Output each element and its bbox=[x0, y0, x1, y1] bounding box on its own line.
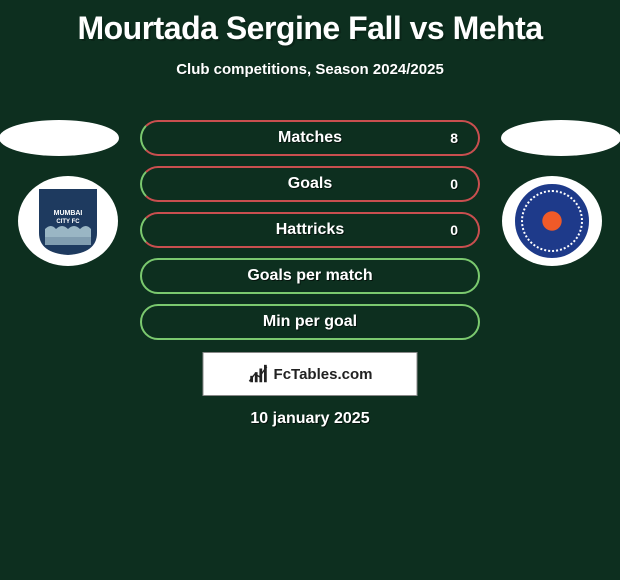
stat-row: Hattricks0 bbox=[140, 212, 480, 248]
svg-text:CITY FC: CITY FC bbox=[56, 219, 80, 225]
source-label: FcTables.com bbox=[274, 366, 373, 383]
bar-chart-icon bbox=[248, 363, 270, 385]
source-attribution: FcTables.com bbox=[203, 352, 418, 396]
stat-row: Matches8 bbox=[140, 120, 480, 156]
club-crest-left: MUMBAI CITY FC bbox=[18, 176, 118, 266]
stat-value-right: 0 bbox=[450, 176, 458, 192]
subtitle: Club competitions, Season 2024/2025 bbox=[0, 61, 620, 78]
stat-value-right: 0 bbox=[450, 222, 458, 238]
photo-placeholder-left bbox=[0, 120, 119, 156]
stat-row: Min per goal bbox=[140, 304, 480, 340]
stat-row: Goals0 bbox=[140, 166, 480, 202]
stat-label: Goals per match bbox=[156, 267, 464, 285]
stat-label: Min per goal bbox=[156, 313, 464, 331]
photo-placeholder-right bbox=[501, 120, 620, 156]
stat-label: Hattricks bbox=[156, 221, 464, 239]
club-crest-right bbox=[502, 176, 602, 266]
page-title: Mourtada Sergine Fall vs Mehta bbox=[0, 0, 620, 47]
stat-label: Matches bbox=[156, 129, 464, 147]
stat-label: Goals bbox=[156, 175, 464, 193]
stat-row: Goals per match bbox=[140, 258, 480, 294]
mumbai-city-crest-icon: MUMBAI CITY FC bbox=[37, 185, 99, 257]
stat-value-right: 8 bbox=[450, 130, 458, 146]
comparison-rows: Matches8Goals0Hattricks0Goals per matchM… bbox=[140, 120, 480, 350]
svg-text:MUMBAI: MUMBAI bbox=[54, 210, 83, 217]
date-label: 10 january 2025 bbox=[0, 410, 620, 428]
